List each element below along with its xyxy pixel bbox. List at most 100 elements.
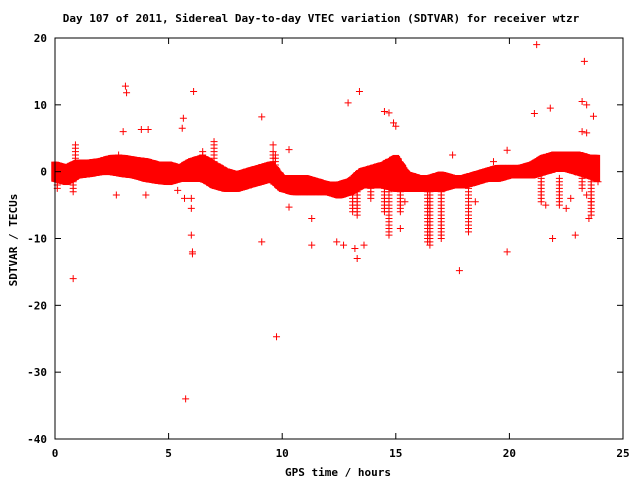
outlier-marker (455, 267, 463, 275)
x-tick-label: 0 (52, 447, 59, 460)
spike-marker (210, 138, 218, 146)
outlier-marker (187, 194, 195, 202)
outlier-marker (583, 129, 591, 137)
x-tick-label: 25 (616, 447, 629, 460)
outlier-marker (269, 141, 277, 149)
outlier-marker (182, 395, 190, 403)
outlier-marker (571, 231, 579, 239)
dense-marker-band (51, 151, 601, 199)
x-tick-label: 5 (165, 447, 172, 460)
outlier-marker (187, 231, 195, 239)
outlier-marker (385, 109, 393, 117)
x-axis-label: GPS time / hours (285, 466, 391, 479)
outlier-marker (123, 89, 131, 97)
outlier-marker (308, 241, 316, 249)
data-markers (51, 41, 602, 403)
outlier-marker (285, 203, 293, 211)
outlier-marker (308, 214, 316, 222)
y-tick-label: 0 (40, 166, 47, 179)
outlier-marker (69, 275, 77, 283)
spike-marker (71, 141, 79, 149)
outlier-marker (174, 186, 182, 194)
outlier-marker (503, 146, 511, 154)
spike-marker (426, 241, 434, 249)
outlier-marker (471, 198, 479, 206)
outlier-marker (121, 82, 129, 90)
spike-markers (53, 138, 595, 249)
spike-marker (537, 198, 545, 206)
spike-marker (578, 184, 586, 192)
outlier-marker (353, 255, 361, 263)
x-tick-label: 20 (503, 447, 516, 460)
y-tick-label: 10 (34, 99, 47, 112)
spike-marker (555, 201, 563, 209)
outlier-marker (181, 194, 189, 202)
outlier-marker (594, 178, 602, 186)
outlier-marker (401, 198, 409, 206)
outlier-marker (144, 126, 152, 134)
outlier-marker (360, 241, 368, 249)
outlier-marker (188, 250, 196, 258)
y-tick-label: -10 (27, 233, 47, 246)
outlier-marker (351, 245, 359, 253)
outlier-marker (592, 158, 600, 166)
x-tick-label: 10 (276, 447, 289, 460)
outlier-marker (119, 128, 127, 136)
outlier-marker (380, 108, 388, 116)
spike-marker (465, 228, 473, 236)
y-tick-label: -20 (27, 299, 47, 312)
outlier-marker (549, 235, 557, 242)
outlier-marker (142, 191, 150, 199)
chart-title: Day 107 of 2011, Sidereal Day-to-day VTE… (63, 12, 580, 25)
y-tick-label: -40 (27, 433, 47, 446)
outlier-marker (587, 198, 595, 206)
spike-marker (199, 148, 207, 156)
outlier-marker (583, 191, 591, 199)
outlier-marker (583, 101, 591, 109)
outlier-marker (585, 214, 593, 222)
outlier-marker (589, 112, 597, 120)
outlier-marker (258, 113, 266, 121)
spike-marker (271, 151, 279, 159)
outlier-markers (69, 41, 602, 403)
spike-marker (385, 231, 393, 239)
spike-marker (437, 235, 445, 242)
plot-frame (54, 37, 624, 440)
outlier-marker (344, 99, 352, 107)
outlier-marker (187, 204, 195, 212)
y-tick-label: 20 (34, 32, 47, 45)
spike-marker (69, 188, 77, 196)
outlier-marker (533, 41, 541, 49)
outlier-marker (489, 158, 497, 166)
outlier-marker (115, 151, 123, 159)
spike-marker (367, 194, 375, 202)
outlier-marker (578, 97, 586, 105)
outlier-marker (190, 87, 198, 95)
outlier-marker (546, 104, 554, 112)
outlier-marker (137, 126, 145, 134)
outlier-marker (273, 333, 281, 341)
marker-band-segment (594, 154, 601, 182)
outlier-marker (112, 191, 120, 199)
outlier-marker (340, 241, 348, 249)
outlier-marker (503, 248, 511, 256)
x-tick-label: 15 (389, 447, 402, 460)
outlier-marker (530, 110, 538, 118)
spike-marker (396, 208, 404, 216)
outlier-marker (258, 238, 266, 246)
outlier-marker (355, 87, 363, 95)
outlier-marker (542, 201, 550, 209)
outlier-marker (178, 124, 186, 132)
y-tick-label: -30 (27, 366, 47, 379)
spike-marker (353, 211, 361, 219)
outlier-marker (179, 114, 187, 122)
outlier-marker (333, 238, 341, 246)
axis-ticks: 0 5 10 15 20 25 -40 -30 -20 -10 0 10 20 (27, 32, 630, 460)
y-axis-label: SDTVAR / TECUs (7, 194, 20, 287)
outlier-marker (396, 224, 404, 232)
outlier-marker (580, 57, 588, 65)
outlier-marker (567, 194, 575, 202)
outlier-marker (449, 151, 457, 159)
